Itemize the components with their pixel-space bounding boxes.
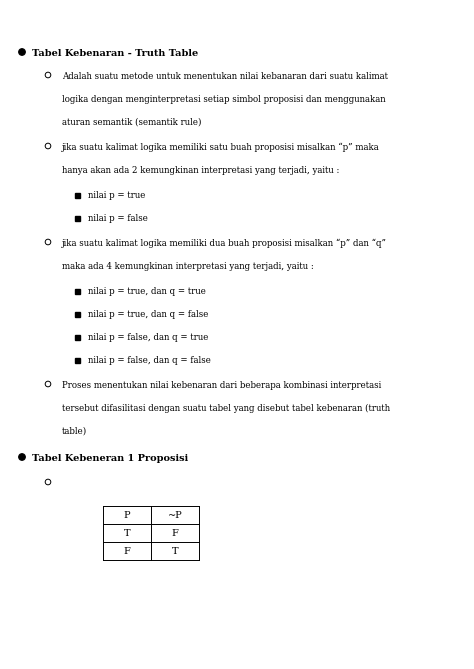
Circle shape xyxy=(45,240,51,245)
Bar xyxy=(75,334,81,339)
Text: tersebut difasilitasi dengan suatu tabel yang disebut tabel kebenaran (truth: tersebut difasilitasi dengan suatu tabel… xyxy=(62,404,390,413)
Circle shape xyxy=(45,72,51,78)
Bar xyxy=(75,312,81,316)
Text: hanya akan ada 2 kemungkinan interpretasi yang terjadi, yaitu :: hanya akan ada 2 kemungkinan interpretas… xyxy=(62,166,339,175)
Circle shape xyxy=(45,479,51,485)
Text: Proses menentukan nilai kebenaran dari beberapa kombinasi interpretasi: Proses menentukan nilai kebenaran dari b… xyxy=(62,381,381,390)
Bar xyxy=(75,215,81,221)
Bar xyxy=(75,288,81,294)
Text: nilai p = false, dan q = true: nilai p = false, dan q = true xyxy=(88,333,209,342)
Circle shape xyxy=(19,454,25,460)
Text: maka ada 4 kemungkinan interpretasi yang terjadi, yaitu :: maka ada 4 kemungkinan interpretasi yang… xyxy=(62,262,314,271)
Text: jika suatu kalimat logika memiliki dua buah proposisi misalkan “p” dan “q”: jika suatu kalimat logika memiliki dua b… xyxy=(62,239,387,248)
Text: nilai p = true, dan q = true: nilai p = true, dan q = true xyxy=(88,287,206,296)
Text: aturan semantik (semantik rule): aturan semantik (semantik rule) xyxy=(62,118,201,127)
Text: ~P: ~P xyxy=(168,510,182,520)
Text: T: T xyxy=(124,529,130,537)
Text: nilai p = true: nilai p = true xyxy=(88,191,146,200)
Circle shape xyxy=(45,143,51,149)
Text: F: F xyxy=(172,529,178,537)
Text: table): table) xyxy=(62,427,87,436)
Text: logika dengan menginterpretasi setiap simbol proposisi dan menggunakan: logika dengan menginterpretasi setiap si… xyxy=(62,95,386,104)
Text: jika suatu kalimat logika memiliki satu buah proposisi misalkan “p” maka: jika suatu kalimat logika memiliki satu … xyxy=(62,143,380,153)
Text: Tabel Kebeneran 1 Proposisi: Tabel Kebeneran 1 Proposisi xyxy=(32,454,188,463)
Text: nilai p = false, dan q = false: nilai p = false, dan q = false xyxy=(88,356,211,365)
Bar xyxy=(75,193,81,197)
Text: Adalah suatu metode untuk menentukan nilai kebanaran dari suatu kalimat: Adalah suatu metode untuk menentukan nil… xyxy=(62,72,388,81)
Text: nilai p = false: nilai p = false xyxy=(88,214,148,223)
Text: T: T xyxy=(172,547,178,555)
Circle shape xyxy=(45,381,51,387)
Circle shape xyxy=(19,49,25,56)
Bar xyxy=(75,357,81,363)
Text: Tabel Kebenaran - Truth Table: Tabel Kebenaran - Truth Table xyxy=(32,49,198,58)
Text: P: P xyxy=(124,510,130,520)
Text: F: F xyxy=(124,547,130,555)
Text: nilai p = true, dan q = false: nilai p = true, dan q = false xyxy=(88,310,209,319)
